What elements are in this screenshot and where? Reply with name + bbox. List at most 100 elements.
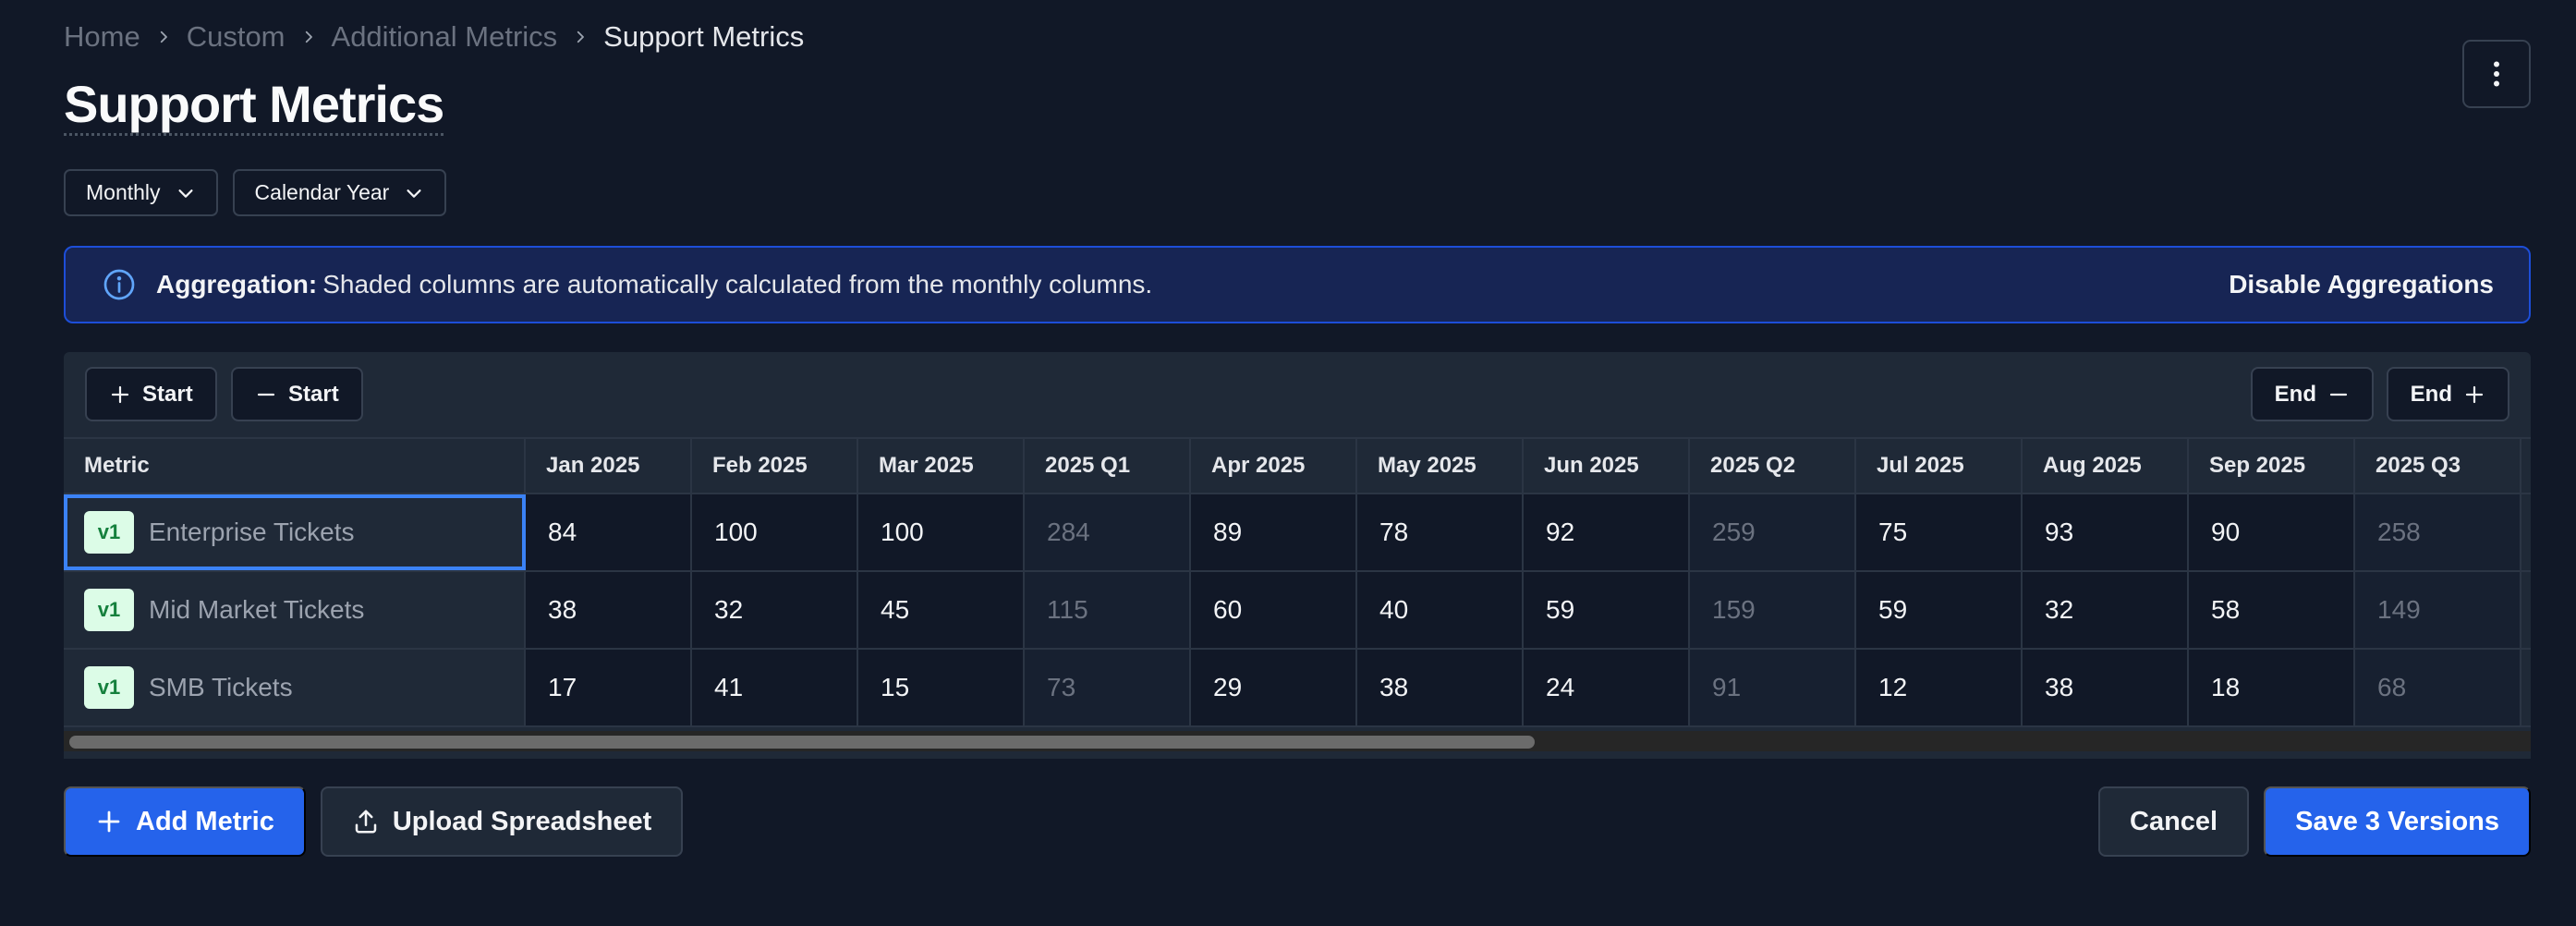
version-badge: v1 bbox=[84, 589, 134, 631]
footer-right-actions: Cancel Save 3 Versions bbox=[2098, 786, 2531, 857]
horizontal-scrollbar[interactable] bbox=[64, 731, 2531, 751]
value-cell[interactable]: 29 bbox=[1191, 650, 1357, 725]
table-toolbar: Start Start End End bbox=[64, 352, 2531, 437]
aggregate-cell: 115 bbox=[1025, 572, 1191, 648]
add-metric-button[interactable]: Add Metric bbox=[64, 786, 306, 857]
table-row: v1 Enterprise Tickets 84 100 100 284 89 78 92 259… bbox=[64, 494, 2531, 572]
year-type-dropdown-label: Calendar Year bbox=[254, 180, 390, 204]
value-cell[interactable]: 24 bbox=[1524, 650, 1690, 725]
value-cell[interactable]: 15 bbox=[858, 650, 1025, 725]
value-cell[interactable]: 32 bbox=[692, 572, 858, 648]
chevron-down-icon bbox=[404, 183, 424, 203]
breadcrumb: Home Custom Additional Metrics Support M… bbox=[64, 17, 804, 57]
metrics-table-card: Start Start End End Metric Jan 2025 Feb 20… bbox=[64, 352, 2531, 759]
value-cell[interactable]: 60 bbox=[1191, 572, 1357, 648]
value-cell[interactable]: 100 bbox=[858, 494, 1025, 570]
add-start-label: Start bbox=[142, 381, 193, 407]
remove-start-column-button[interactable]: Start bbox=[231, 367, 363, 421]
breadcrumb-home[interactable]: Home bbox=[64, 20, 140, 53]
breadcrumb-custom[interactable]: Custom bbox=[186, 20, 286, 53]
value-cell[interactable]: 100 bbox=[692, 494, 858, 570]
upload-spreadsheet-label: Upload Spreadsheet bbox=[392, 806, 652, 836]
value-cell[interactable]: 32 bbox=[2023, 572, 2189, 648]
aggregate-cell: 149 bbox=[2355, 572, 2521, 648]
value-cell[interactable]: 58 bbox=[2189, 572, 2355, 648]
chevron-right-icon bbox=[300, 29, 317, 45]
aggregate-cell: 91 bbox=[1690, 650, 1856, 725]
column-header: Jul 2025 bbox=[1856, 439, 2023, 493]
save-versions-button[interactable]: Save 3 Versions bbox=[2264, 786, 2531, 857]
breadcrumb-current: Support Metrics bbox=[603, 20, 805, 53]
value-cell[interactable]: 41 bbox=[692, 650, 858, 725]
minus-icon bbox=[2327, 384, 2350, 406]
value-cell[interactable]: 90 bbox=[2189, 494, 2355, 570]
version-badge: v1 bbox=[84, 666, 134, 709]
value-cell[interactable]: 75 bbox=[1856, 494, 2023, 570]
period-dropdown[interactable]: Monthly bbox=[64, 169, 218, 216]
value-cell[interactable]: 78 bbox=[1357, 494, 1524, 570]
value-cell[interactable]: 12 bbox=[1856, 650, 2023, 725]
value-cell[interactable]: 40 bbox=[1357, 572, 1524, 648]
value-cell[interactable]: 59 bbox=[1524, 572, 1690, 648]
disable-aggregations-button[interactable]: Disable Aggregations bbox=[2229, 270, 2494, 299]
breadcrumb-additional-metrics[interactable]: Additional Metrics bbox=[331, 20, 558, 53]
period-dropdown-label: Monthly bbox=[86, 180, 161, 204]
plus-icon bbox=[95, 808, 123, 835]
cancel-button[interactable]: Cancel bbox=[2098, 786, 2250, 857]
table-header-row: Metric Jan 2025 Feb 2025 Mar 2025 2025 Q1 Apr… bbox=[64, 437, 2531, 494]
value-cell[interactable]: 89 bbox=[1191, 494, 1357, 570]
add-start-column-button[interactable]: Start bbox=[85, 367, 217, 421]
value-cell[interactable]: 38 bbox=[1357, 650, 1524, 725]
value-cell[interactable]: 38 bbox=[526, 572, 692, 648]
value-cell[interactable]: 17 bbox=[526, 650, 692, 725]
metric-name-cell[interactable]: v1 Enterprise Tickets bbox=[64, 494, 526, 570]
metric-name: Enterprise Tickets bbox=[149, 518, 355, 546]
add-end-label: End bbox=[2410, 381, 2452, 407]
column-header: Sep 2025 bbox=[2189, 439, 2355, 493]
value-cell[interactable]: 84 bbox=[526, 494, 692, 570]
more-options-button[interactable] bbox=[2462, 40, 2531, 108]
scrollbar-thumb[interactable] bbox=[69, 736, 1535, 749]
column-header: 2025 Q3 bbox=[2355, 439, 2521, 493]
plus-icon bbox=[2463, 384, 2485, 406]
banner-label: Aggregation: bbox=[156, 270, 318, 299]
value-cell[interactable]: 92 bbox=[1524, 494, 1690, 570]
column-header: Apr 2025 bbox=[1191, 439, 1357, 493]
aggregation-banner: Aggregation: Shaded columns are automatic… bbox=[64, 246, 2531, 323]
remove-end-column-button[interactable]: End bbox=[2250, 367, 2374, 421]
table-row: v1 Mid Market Tickets 38 32 45 115 60 40 59 159 59… bbox=[64, 572, 2531, 650]
table-row: v1 SMB Tickets 17 41 15 73 29 38 24 91 12 38 18 68 bbox=[64, 650, 2531, 727]
info-icon bbox=[103, 268, 136, 301]
value-cell[interactable]: 18 bbox=[2189, 650, 2355, 725]
metric-name: SMB Tickets bbox=[149, 673, 293, 701]
metric-name: Mid Market Tickets bbox=[149, 595, 365, 624]
version-badge: v1 bbox=[84, 511, 134, 554]
column-header: Jun 2025 bbox=[1524, 439, 1690, 493]
column-header-metric: Metric bbox=[64, 439, 526, 493]
metric-name-cell[interactable]: v1 Mid Market Tickets bbox=[64, 572, 526, 648]
banner-message: Aggregation: Shaded columns are automatic… bbox=[156, 270, 2229, 299]
value-cell[interactable]: 93 bbox=[2023, 494, 2189, 570]
aggregate-cell: 284 bbox=[1025, 494, 1191, 570]
value-cell[interactable]: 45 bbox=[858, 572, 1025, 648]
column-header: May 2025 bbox=[1357, 439, 1524, 493]
add-end-column-button[interactable]: End bbox=[2386, 367, 2509, 421]
add-metric-label: Add Metric bbox=[136, 806, 274, 836]
chevron-right-icon bbox=[572, 29, 589, 45]
value-cell[interactable]: 38 bbox=[2023, 650, 2189, 725]
aggregate-cell: 259 bbox=[1690, 494, 1856, 570]
minus-icon bbox=[255, 384, 277, 406]
column-header: Mar 2025 bbox=[858, 439, 1025, 493]
banner-text: Shaded columns are automatically calcula… bbox=[322, 270, 1153, 299]
upload-icon bbox=[352, 808, 380, 835]
chevron-right-icon bbox=[155, 29, 172, 45]
column-header: Feb 2025 bbox=[692, 439, 858, 493]
value-cell[interactable]: 59 bbox=[1856, 572, 2023, 648]
plus-icon bbox=[109, 384, 131, 406]
more-vertical-icon bbox=[2480, 57, 2513, 91]
aggregate-cell: 68 bbox=[2355, 650, 2521, 725]
upload-spreadsheet-button[interactable]: Upload Spreadsheet bbox=[320, 786, 684, 857]
remove-end-label: End bbox=[2274, 381, 2316, 407]
metric-name-cell[interactable]: v1 SMB Tickets bbox=[64, 650, 526, 725]
year-type-dropdown[interactable]: Calendar Year bbox=[232, 169, 447, 216]
